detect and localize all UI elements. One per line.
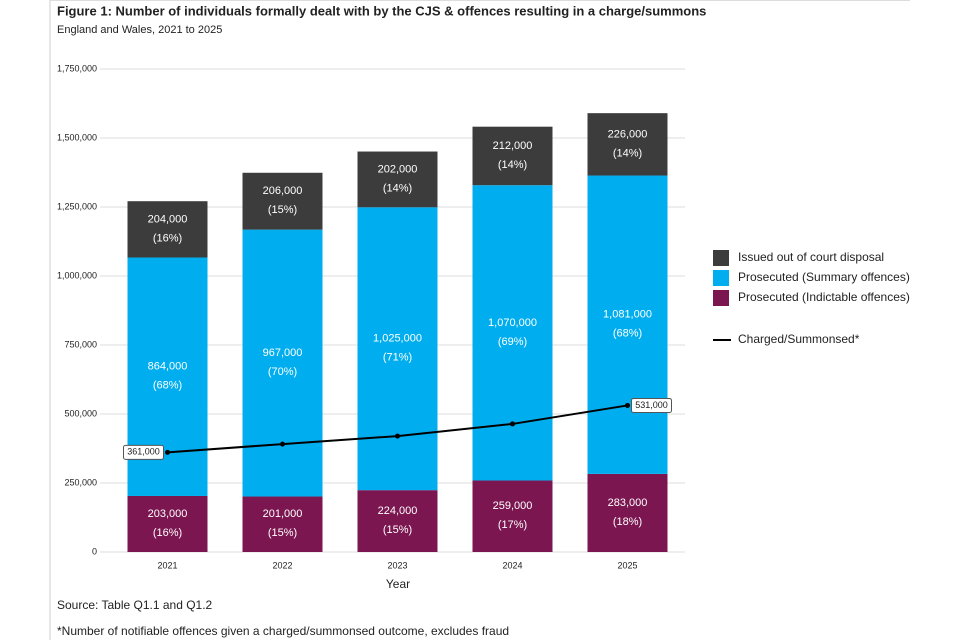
- line-point: [165, 449, 170, 455]
- line-point: [510, 421, 515, 427]
- share-label: (68%): [153, 380, 182, 392]
- share-label: (14%): [613, 147, 642, 159]
- line-label-box: [631, 397, 672, 413]
- data-label: 259,000: [493, 500, 533, 512]
- legend-label: Charged/Summonsed*: [738, 332, 860, 346]
- x-tick-label: 2022: [272, 560, 292, 570]
- share-label: (15%): [383, 524, 412, 536]
- x-tick-label: 2021: [157, 560, 177, 570]
- chart-title: Figure 1: Number of individuals formally…: [57, 3, 706, 18]
- data-label: 1,081,000: [603, 309, 652, 321]
- line-point: [280, 441, 285, 447]
- data-label: 212,000: [493, 140, 533, 152]
- data-label: 202,000: [378, 163, 418, 175]
- data-label: 967,000: [263, 347, 303, 359]
- y-tick-label: 1,000,000: [57, 270, 97, 280]
- source-note: Source: Table Q1.1 and Q1.2: [57, 598, 213, 612]
- bar-segment: [357, 207, 438, 491]
- y-tick-label: 750,000: [64, 339, 97, 349]
- share-label: (14%): [498, 159, 527, 171]
- share-label: (71%): [383, 352, 412, 364]
- bar-segment: [127, 257, 208, 496]
- y-tick-label: 1,500,000: [57, 132, 97, 142]
- data-label: 1,070,000: [488, 317, 537, 329]
- data-label: 204,000: [148, 213, 188, 225]
- bar-segment: [357, 490, 438, 552]
- data-label: 283,000: [608, 497, 648, 509]
- footnote: *Number of notifiable offences given a c…: [57, 624, 509, 638]
- x-tick-label: 2024: [502, 560, 522, 570]
- share-label: (14%): [383, 182, 412, 194]
- bar-segment: [587, 175, 668, 474]
- y-tick-label: 0: [92, 546, 97, 556]
- legend-label: Prosecuted (Summary offences): [738, 270, 910, 284]
- y-tick-label: 1,250,000: [57, 201, 97, 211]
- line-label-box: [123, 444, 164, 460]
- bar-segment: [472, 185, 553, 481]
- data-label: 224,000: [378, 505, 418, 517]
- share-label: (16%): [153, 527, 182, 539]
- legend-label: Prosecuted (Indictable offences): [738, 290, 910, 304]
- bar-segment: [127, 201, 208, 258]
- bar-segment: [127, 495, 208, 552]
- x-tick-label: 2023: [387, 560, 407, 570]
- line-point: [395, 433, 400, 439]
- share-label: (15%): [268, 204, 297, 216]
- data-label: 226,000: [608, 128, 648, 140]
- line-label: 531,000: [635, 400, 668, 410]
- y-tick-label: 250,000: [64, 477, 97, 487]
- legend-swatch: [713, 270, 729, 286]
- bar-segment: [242, 229, 323, 497]
- share-label: (17%): [498, 519, 527, 531]
- bar-segment: [242, 172, 323, 230]
- bar-segment: [472, 126, 553, 186]
- share-label: (70%): [268, 366, 297, 378]
- chart-subtitle: England and Wales, 2021 to 2025: [57, 24, 222, 36]
- x-axis-title: Year: [386, 577, 410, 591]
- line-point: [625, 402, 630, 408]
- bar-segment: [587, 473, 668, 552]
- share-label: (15%): [268, 527, 297, 539]
- data-label: 201,000: [263, 508, 303, 520]
- x-tick-label: 2025: [617, 560, 637, 570]
- data-label: 864,000: [148, 361, 188, 373]
- legend-label: Issued out of court disposal: [738, 250, 884, 264]
- legend-swatch: [713, 290, 729, 306]
- bar-segment: [472, 480, 553, 552]
- bar-segment: [357, 151, 438, 208]
- share-label: (68%): [613, 328, 642, 340]
- data-label: 1,025,000: [373, 333, 422, 345]
- line-label: 361,000: [127, 447, 160, 457]
- share-label: (69%): [498, 336, 527, 348]
- share-label: (16%): [153, 232, 182, 244]
- data-label: 203,000: [148, 508, 188, 520]
- share-label: (18%): [613, 516, 642, 528]
- y-tick-label: 500,000: [64, 408, 97, 418]
- bar-segment: [242, 496, 323, 552]
- bar-segment: [587, 113, 668, 176]
- data-label: 206,000: [263, 185, 303, 197]
- y-tick-label: 1,750,000: [57, 63, 97, 73]
- legend-swatch: [713, 250, 729, 266]
